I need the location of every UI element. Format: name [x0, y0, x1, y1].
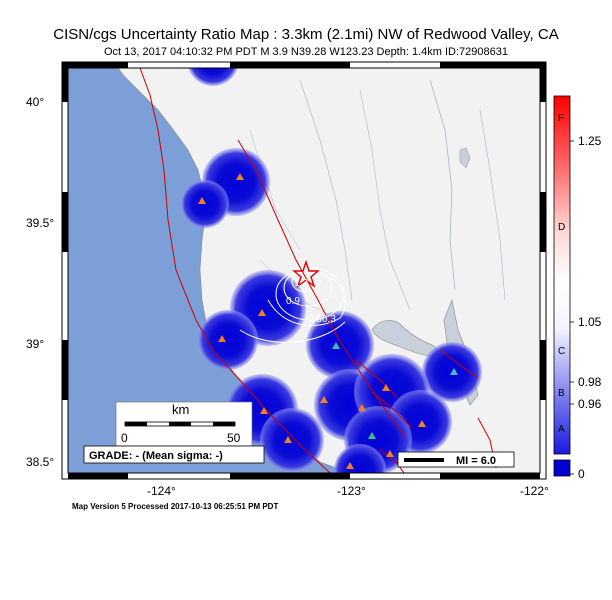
uncertainty-blob: [198, 310, 258, 370]
lon-label: -124°: [147, 484, 176, 498]
uncertainty-blob: [260, 408, 324, 472]
colorbar-value: 0.98: [578, 375, 602, 389]
contour-label: 1.2: [294, 278, 308, 289]
colorbar-value: 0.96: [578, 397, 602, 411]
map-version-footer: Map Version 5 Processed 2017-10-13 06:25…: [72, 502, 279, 511]
scale-bar-end: 50: [227, 431, 241, 445]
colorbar-grade-letter: B: [558, 388, 565, 399]
colorbar-value: 1.25: [578, 134, 602, 148]
grade-box: [83, 445, 265, 464]
contour-label: 0.6: [308, 314, 322, 325]
lat-label: 38.5°: [26, 455, 55, 469]
contour-label: 0.3: [322, 314, 336, 325]
colorbar-grade-letter: C: [558, 346, 566, 357]
lon-label: -123°: [337, 484, 366, 498]
colorbar-grade-letter: F: [558, 113, 565, 124]
colorbar-zero-swatch: [553, 459, 571, 477]
uncertainty-blob: [306, 311, 374, 379]
colorbar-grade-letter: A: [558, 424, 565, 435]
lat-label: 39°: [26, 337, 45, 351]
fault-lines: [139, 68, 497, 473]
stations: [198, 173, 458, 469]
epicenter-star: [292, 259, 320, 288]
colorbar: [553, 95, 571, 455]
lat-label: 40°: [26, 95, 45, 109]
scale-bar-unit: km: [172, 402, 189, 417]
scale-bar-start: 0: [121, 431, 128, 445]
colorbar-value: 1.05: [578, 315, 602, 329]
scale-bar: [124, 421, 236, 427]
grade-text: GRADE: - (Mean sigma: -): [89, 450, 223, 462]
contour-label: 0.9: [286, 296, 300, 307]
map-title: CISN/cgs Uncertainty Ratio Map : 3.3km (…: [53, 26, 559, 43]
mi-legend-text: MI = 6.0: [456, 455, 496, 467]
lat-label: 39.5°: [26, 216, 55, 230]
colorbar-grade-letter: D: [558, 222, 566, 233]
uncertainty-blob: [334, 444, 386, 473]
mi-legend-box: [397, 451, 515, 468]
lon-label: -122°: [520, 484, 549, 498]
event-info: Oct 13, 2017 04:10:32 PM PDT M 3.9 N39.2…: [104, 46, 508, 58]
uncertainty-blob: [188, 68, 238, 86]
colorbar-value: 0: [578, 467, 585, 481]
